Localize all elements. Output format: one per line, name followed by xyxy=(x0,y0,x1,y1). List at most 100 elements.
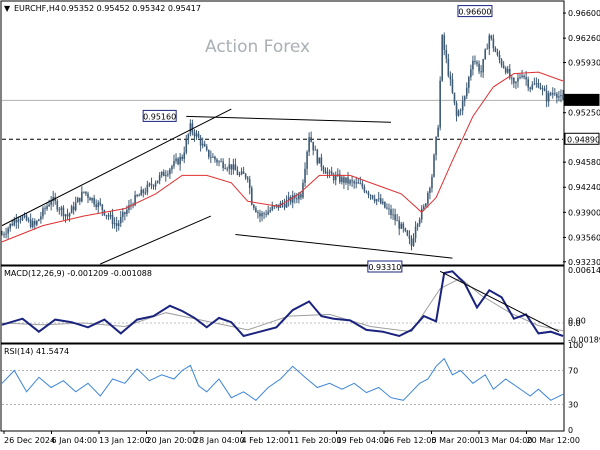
x-tick-label: 28 Jan 04:00 xyxy=(194,436,245,445)
candle-body xyxy=(236,170,239,175)
candle-body xyxy=(519,77,521,78)
candle-body xyxy=(549,93,552,95)
candle-body xyxy=(283,204,286,208)
candle-body xyxy=(418,219,421,225)
candle-body xyxy=(197,133,200,138)
candle-body xyxy=(109,214,112,217)
candle-body xyxy=(228,164,231,169)
candle xyxy=(99,198,102,207)
candle xyxy=(508,64,511,80)
candle-body xyxy=(363,186,366,192)
candle xyxy=(111,208,114,229)
candle-body xyxy=(441,35,444,81)
candle xyxy=(345,177,347,185)
candle xyxy=(38,218,40,222)
candle-body xyxy=(126,209,128,214)
candle-body xyxy=(453,92,456,104)
candle xyxy=(185,134,188,155)
rsi-tick-label: 70 xyxy=(568,367,578,376)
candle-body xyxy=(89,197,91,201)
candle-body xyxy=(316,149,319,164)
rsi-line xyxy=(1,357,564,401)
candle-body xyxy=(201,143,204,146)
candle-body xyxy=(111,214,114,225)
candle xyxy=(408,230,411,245)
candle xyxy=(44,205,46,215)
candle xyxy=(105,214,108,220)
candle xyxy=(488,33,491,56)
candle-body xyxy=(427,192,429,204)
candle xyxy=(187,133,190,145)
marker-low-box xyxy=(367,260,403,273)
candle xyxy=(283,198,286,211)
candle xyxy=(506,66,509,74)
x-tick-label: 11 Feb 20:00 xyxy=(289,436,341,445)
candle-body xyxy=(68,213,71,217)
candle-body xyxy=(99,202,102,205)
candle-body xyxy=(27,219,30,221)
macd-plot xyxy=(1,270,564,338)
candle xyxy=(439,76,441,131)
candle-body xyxy=(531,84,534,90)
candle xyxy=(189,119,192,137)
candle xyxy=(171,164,173,174)
candle xyxy=(492,34,495,52)
candle xyxy=(525,71,527,86)
candle xyxy=(240,167,243,176)
candle-body xyxy=(300,194,302,198)
candle-body xyxy=(398,220,401,229)
candle-body xyxy=(232,164,235,170)
candle-body xyxy=(203,143,206,147)
candle-body xyxy=(535,82,538,84)
candle xyxy=(400,221,403,230)
candle-body xyxy=(134,195,136,206)
candle-body xyxy=(486,48,489,50)
candle-body xyxy=(15,220,18,223)
x-tick-label: 5 Mar 20:00 xyxy=(432,436,480,445)
candle-body xyxy=(394,214,396,221)
dropdown-triangle-icon: ▼ xyxy=(4,4,11,13)
candle-body xyxy=(496,51,499,55)
price-tick-label: 0.96600 xyxy=(568,9,600,18)
candle-body xyxy=(463,96,466,101)
trendline-2 xyxy=(186,115,392,123)
candle xyxy=(341,174,343,185)
candle xyxy=(351,176,353,187)
candle-body xyxy=(48,204,50,207)
candle xyxy=(226,166,229,172)
candle xyxy=(390,204,392,219)
candle-body xyxy=(136,195,138,197)
candle-body xyxy=(140,189,143,196)
candle-body xyxy=(431,176,433,189)
candle xyxy=(214,155,216,163)
candle-body xyxy=(177,158,179,165)
candle xyxy=(146,180,149,196)
candle xyxy=(367,190,370,199)
candle-body xyxy=(408,235,411,239)
candle xyxy=(177,157,179,166)
candle-body xyxy=(44,208,46,210)
candle-body xyxy=(357,182,360,184)
candle-body xyxy=(523,75,525,78)
candle-body xyxy=(13,220,16,226)
candle xyxy=(330,166,333,175)
candle-body xyxy=(439,80,441,128)
candle-body xyxy=(367,192,370,195)
macd-label: MACD(12,26,9) -0.001209 -0.001088 xyxy=(4,269,152,278)
candle-body xyxy=(156,180,159,184)
candle xyxy=(504,66,507,75)
price-panel-frame xyxy=(0,0,565,266)
candle xyxy=(60,205,63,217)
candle-body xyxy=(478,63,480,72)
candle xyxy=(117,220,120,231)
candle-body xyxy=(435,136,437,155)
candle-body xyxy=(500,59,503,66)
candle-body xyxy=(547,93,550,102)
candle-body xyxy=(117,223,120,226)
candle-body xyxy=(306,151,308,169)
macd-tick-label: 0.0 xyxy=(568,319,581,328)
candle-body xyxy=(267,211,269,215)
candle-body xyxy=(214,156,216,160)
current-price-badge: 0.95417 xyxy=(564,93,600,106)
candle xyxy=(218,160,220,167)
